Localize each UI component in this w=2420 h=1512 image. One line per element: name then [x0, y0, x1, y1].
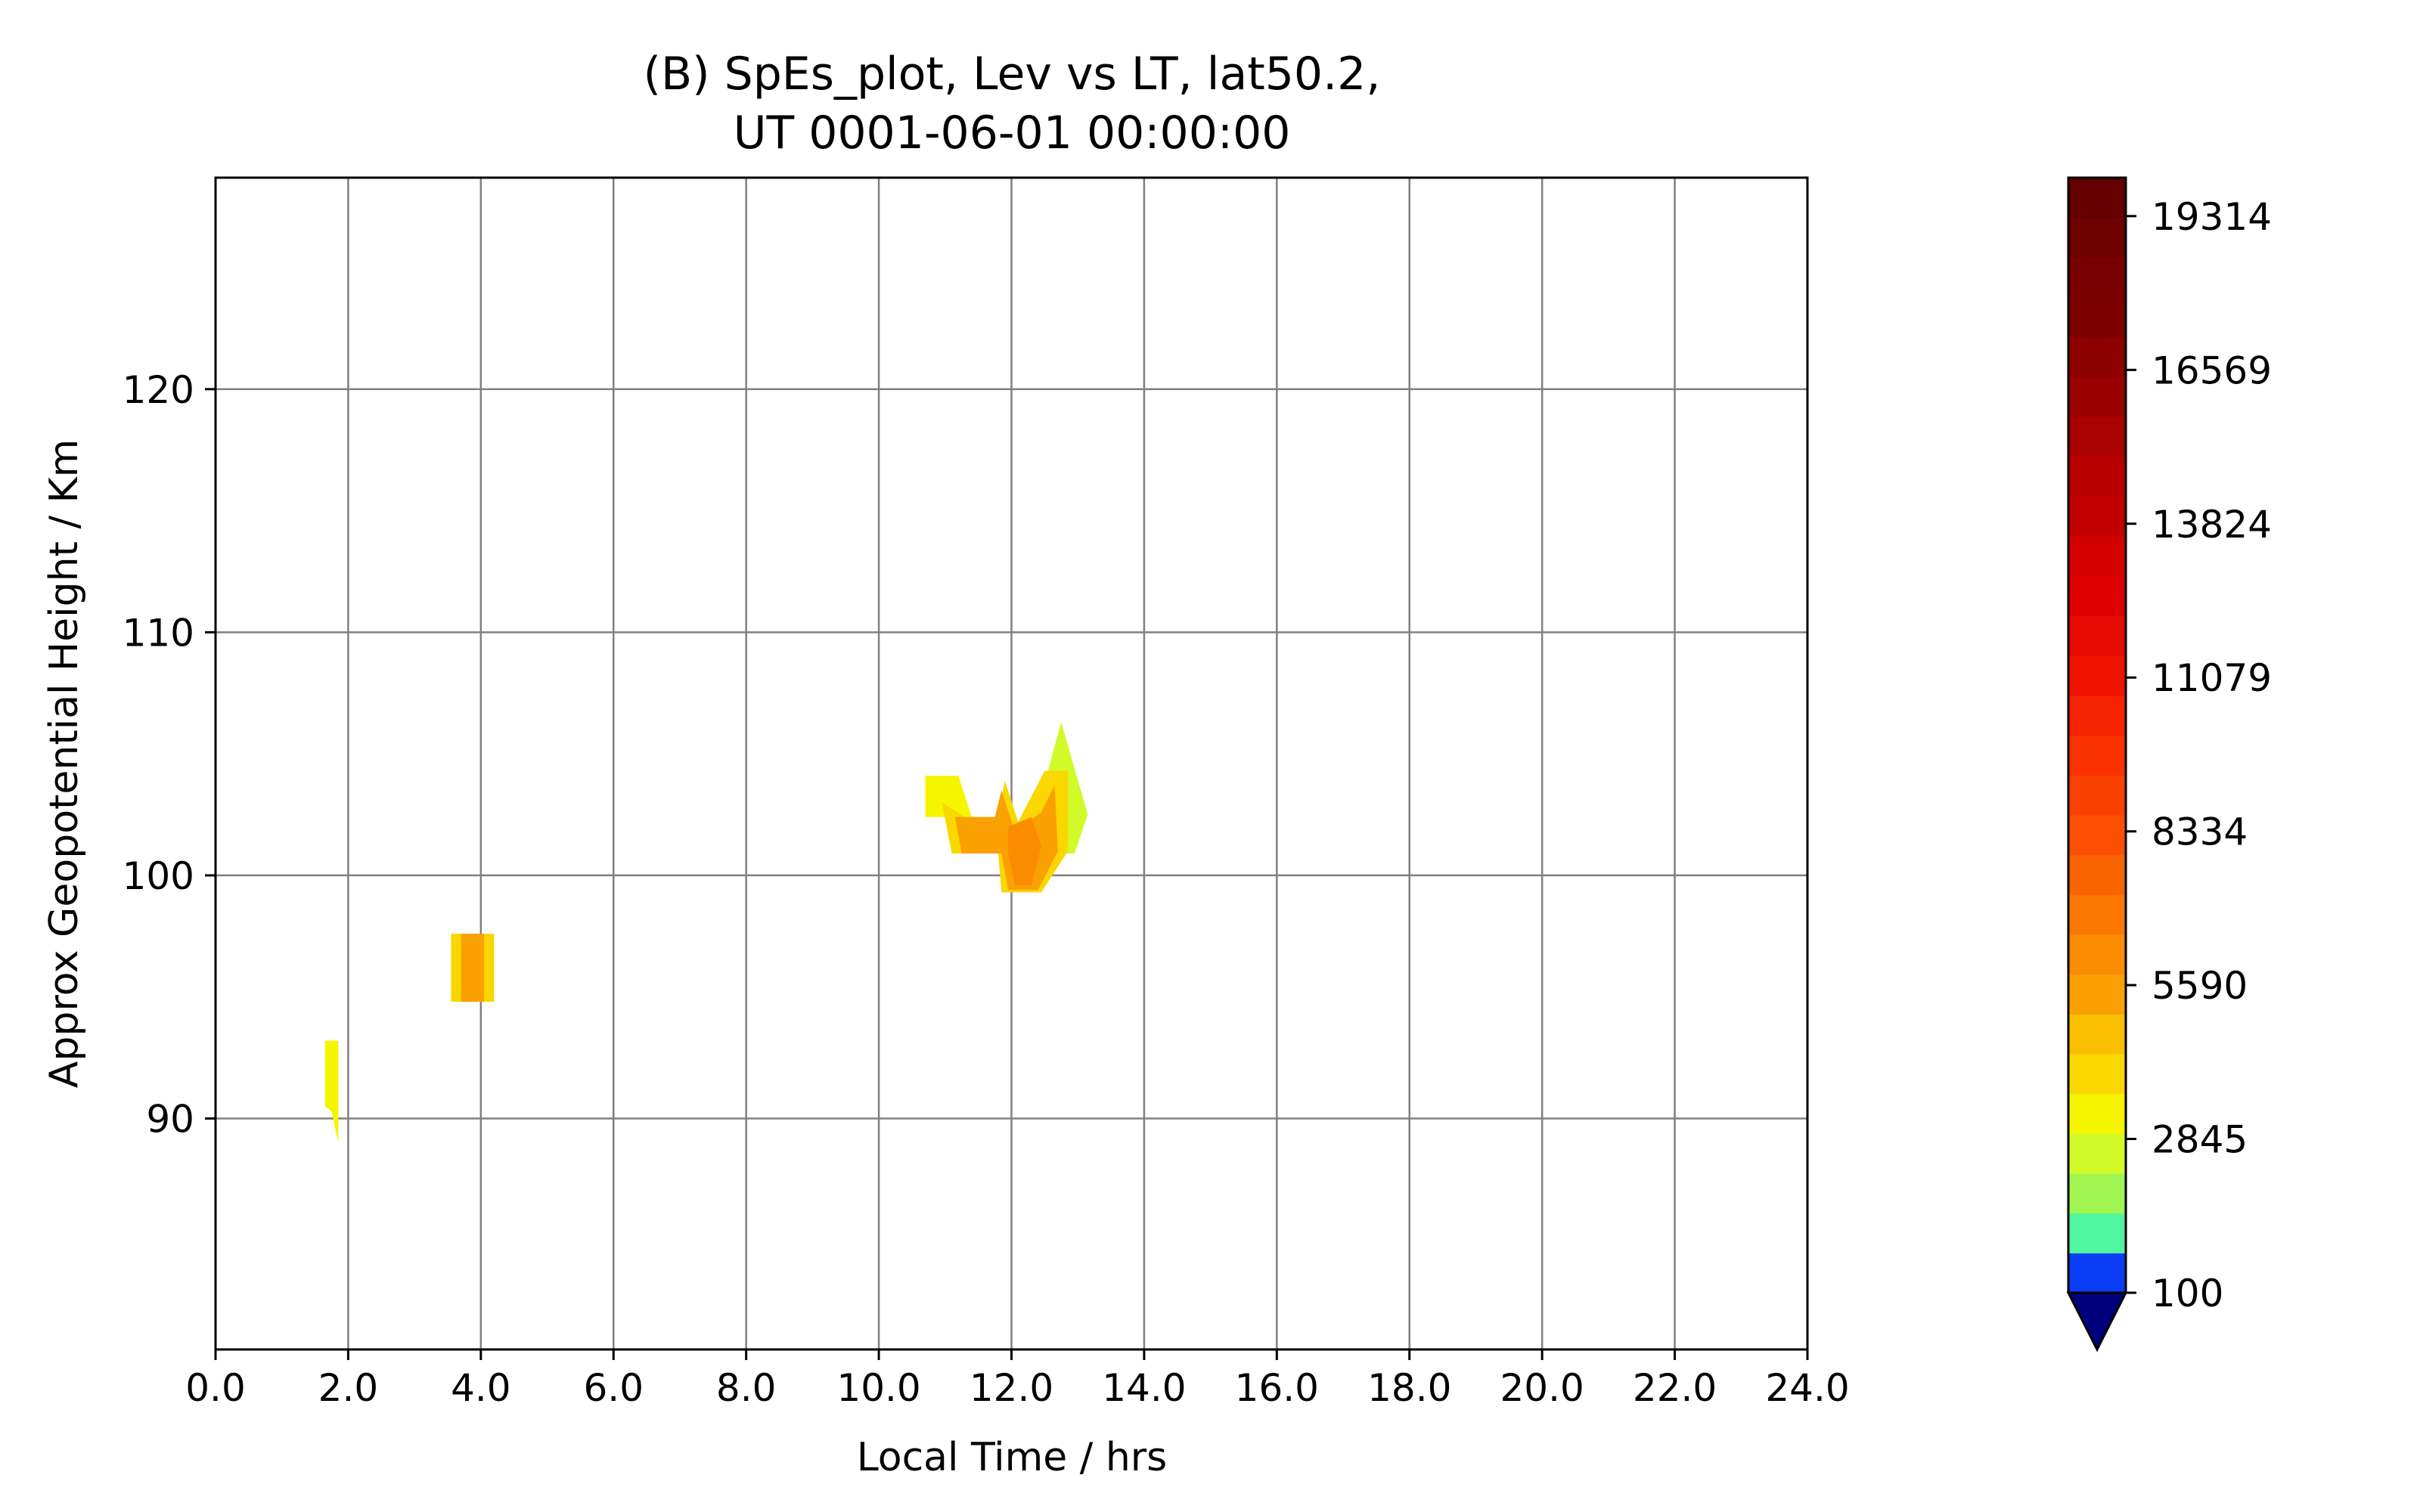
colorbar-tick-label: 16569	[2152, 349, 2272, 392]
contour-region	[925, 776, 972, 817]
chart-title-line-2: UT 0001-06-01 00:00:00	[734, 107, 1291, 160]
colorbar-segment	[2068, 934, 2126, 975]
colorbar-segment	[2068, 336, 2126, 377]
contour-region	[461, 934, 485, 1002]
colorbar-segment	[2068, 814, 2126, 856]
colorbar-segment	[2068, 1133, 2126, 1174]
y-tick-label: 110	[123, 611, 194, 655]
colorbar-segment	[2068, 1093, 2126, 1134]
colorbar-segment	[2068, 1253, 2126, 1294]
x-tick-label: 18.0	[1367, 1366, 1451, 1410]
x-tick-label: 20.0	[1500, 1366, 1584, 1410]
colorbar-segment	[2068, 456, 2126, 497]
contour-regions	[324, 722, 1088, 1143]
colorbar-segment	[2068, 615, 2126, 656]
colorbar-segment	[2068, 655, 2126, 696]
x-tick-label: 24.0	[1765, 1366, 1849, 1410]
y-tick-label: 100	[123, 854, 194, 898]
y-tick-label: 90	[146, 1098, 194, 1142]
x-tick-label: 16.0	[1235, 1366, 1319, 1410]
colorbar-segment	[2068, 496, 2126, 537]
colorbar-segment	[2068, 217, 2126, 258]
colorbar-tick-label: 11079	[2152, 656, 2272, 700]
colorbar-segment	[2068, 735, 2126, 776]
x-tick-label: 2.0	[318, 1366, 379, 1410]
colorbar-segments	[2066, 176, 2128, 1352]
x-tick-label: 6.0	[583, 1366, 644, 1410]
contour-region	[324, 1040, 339, 1143]
colorbar-tick-label: 19314	[2152, 195, 2272, 239]
colorbar-segment	[2068, 1053, 2126, 1095]
colorbar-segment	[2068, 417, 2126, 457]
colorbar-segment	[2068, 257, 2126, 298]
colorbar-tick-label: 8334	[2152, 810, 2248, 854]
x-tick-label: 10.0	[836, 1366, 920, 1410]
colorbar-segment	[2068, 178, 2126, 218]
colorbar-frame	[2067, 176, 2127, 1293]
colorbar-segment	[2068, 376, 2126, 417]
colorbar-segment	[2068, 575, 2126, 617]
colorbar-segment	[2068, 775, 2126, 816]
colorbar-under-arrow	[2066, 1291, 2128, 1352]
colorbar-tick-label: 5590	[2152, 964, 2248, 1008]
colorbar-segment	[2068, 854, 2126, 895]
x-tick-label: 8.0	[716, 1366, 777, 1410]
x-tick-label: 22.0	[1633, 1366, 1717, 1410]
y-axis-label: Approx Geopotential Height / Km	[42, 439, 87, 1089]
chart-title: (B) SpEs_plot, Lev vs LT, lat50.2, UT 00…	[644, 48, 1381, 160]
x-tick-label: 14.0	[1102, 1366, 1186, 1410]
colorbar-tick-label: 13824	[2152, 503, 2272, 547]
colorbar-segment	[2068, 974, 2126, 1015]
colorbar-ticks: 100 2845 5590 8334 11079 13824 16569 19314	[2126, 195, 2272, 1315]
x-tick-label: 12.0	[970, 1366, 1053, 1410]
contour-region	[1008, 816, 1041, 885]
x-axis-label: Local Time / hrs	[857, 1435, 1168, 1480]
colorbar-segment	[2068, 695, 2126, 736]
x-tick-label: 4.0	[451, 1366, 511, 1410]
plot-area: 0.0 2.0 4.0 6.0 8.0 10.0 12.0 14.0 16.0 18.0 20.0 2…	[123, 176, 1850, 1410]
colorbar-segment	[2068, 894, 2126, 935]
x-axis: 0.0 2.0 4.0 6.0 8.0 10.0 12.0 14.0 16.0 18.0 20.0 2…	[185, 1349, 1850, 1410]
colorbar-segment	[2068, 536, 2126, 577]
y-axis: 90 100 110 120	[123, 368, 216, 1142]
colorbar: 100 2845 5590 8334 11079 13824 16569 19314	[2066, 176, 2272, 1352]
colorbar-tick-label: 100	[2152, 1272, 2223, 1315]
colorbar-tick-label: 2845	[2152, 1118, 2248, 1162]
chart-title-line-1: (B) SpEs_plot, Lev vs LT, lat50.2,	[644, 48, 1381, 101]
colorbar-segment	[2068, 1014, 2126, 1055]
y-tick-label: 120	[123, 368, 194, 412]
colorbar-segment	[2068, 1173, 2126, 1214]
colorbar-segment	[2068, 297, 2126, 338]
x-tick-label: 0.0	[185, 1366, 246, 1410]
colorbar-segment	[2068, 1213, 2126, 1253]
